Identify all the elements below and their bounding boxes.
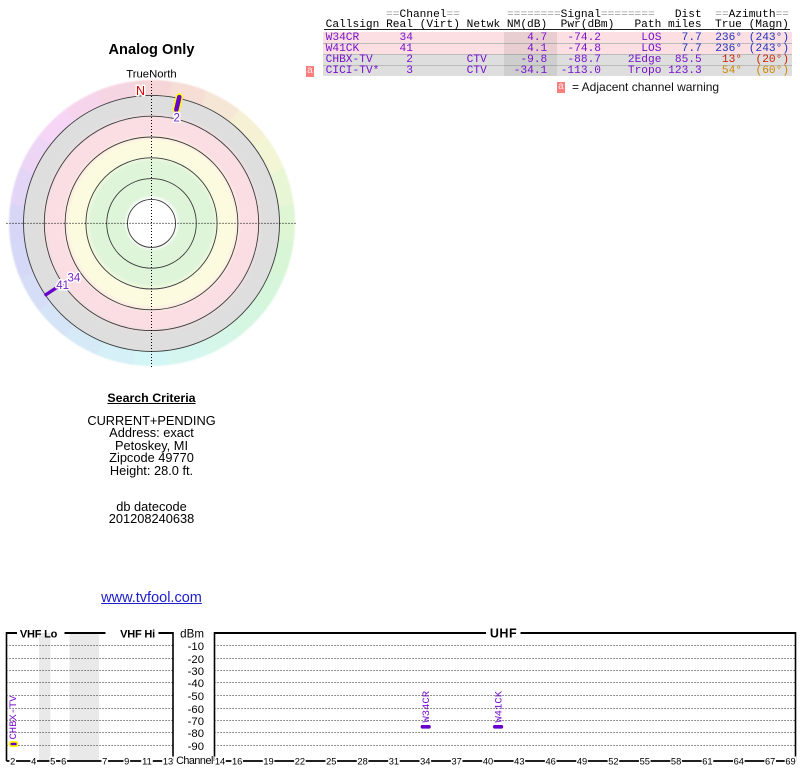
svg-text:4: 4 [31, 756, 36, 766]
svg-text:43: 43 [514, 756, 524, 766]
svg-text:49: 49 [577, 756, 587, 766]
svg-text:22: 22 [295, 756, 305, 766]
svg-text:Channel: Channel [176, 755, 213, 767]
svg-text:14: 14 [215, 756, 225, 766]
svg-text:-10: -10 [188, 641, 204, 653]
svg-text:TrueNorth: TrueNorth [126, 69, 176, 81]
svg-text:W41CK: W41CK [494, 690, 506, 722]
svg-text:2: 2 [174, 113, 180, 125]
svg-text:9: 9 [124, 756, 129, 766]
svg-text:41: 41 [56, 280, 69, 292]
svg-text:-40: -40 [188, 678, 204, 690]
svg-text:W34CR: W34CR [421, 690, 433, 722]
svg-text:-20: -20 [188, 654, 204, 666]
svg-text:dBm: dBm [180, 628, 204, 641]
svg-text:2: 2 [10, 756, 15, 766]
svg-text:52: 52 [608, 756, 618, 766]
svg-text:VHF Lo: VHF Lo [20, 628, 58, 640]
svg-text:31: 31 [389, 756, 399, 766]
svg-text:-80: -80 [188, 728, 204, 740]
svg-text:19: 19 [263, 756, 273, 766]
svg-text:-90: -90 [188, 741, 204, 753]
svg-text:16: 16 [232, 756, 242, 766]
svg-text:-60: -60 [188, 704, 204, 716]
svg-text:37: 37 [451, 756, 461, 766]
svg-text:28: 28 [357, 756, 367, 766]
svg-text:5: 5 [50, 756, 55, 766]
svg-text:34: 34 [68, 273, 81, 285]
svg-text:7: 7 [102, 756, 107, 766]
svg-text:46: 46 [546, 756, 556, 766]
svg-text:13: 13 [163, 756, 173, 766]
svg-text:64: 64 [734, 756, 744, 766]
svg-text:CHBX-TV: CHBX-TV [8, 695, 20, 740]
svg-text:UHF: UHF [490, 626, 517, 640]
svg-text:69: 69 [785, 756, 795, 766]
svg-text:N: N [136, 84, 145, 98]
svg-text:6: 6 [61, 756, 66, 766]
svg-text:34: 34 [420, 756, 430, 766]
svg-text:55: 55 [640, 756, 650, 766]
svg-text:25: 25 [326, 756, 336, 766]
svg-text:67: 67 [765, 756, 775, 766]
svg-text:40: 40 [483, 756, 493, 766]
svg-text:-50: -50 [188, 691, 204, 703]
svg-text:61: 61 [702, 756, 712, 766]
svg-text:VHF Hi: VHF Hi [120, 628, 155, 640]
svg-text:-70: -70 [188, 716, 204, 728]
svg-text:58: 58 [671, 756, 681, 766]
svg-text:-30: -30 [188, 666, 204, 678]
svg-text:11: 11 [142, 756, 152, 766]
